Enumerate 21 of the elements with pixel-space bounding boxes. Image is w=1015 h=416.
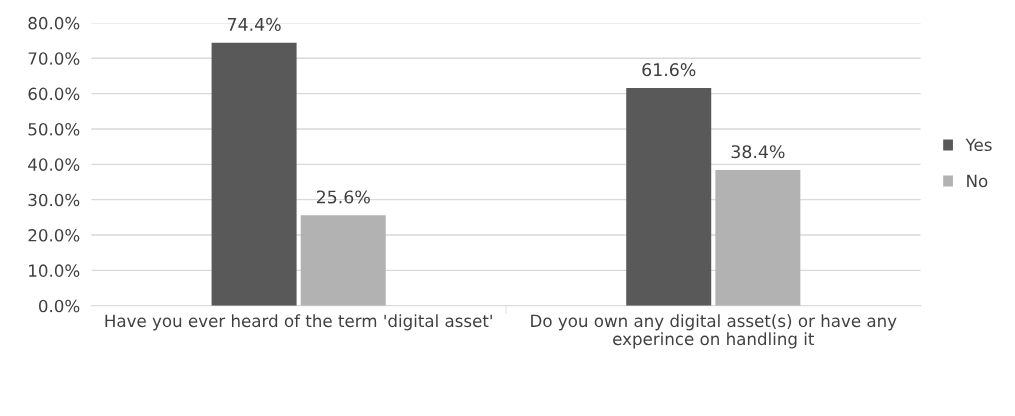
y-tick-label: 40.0% bbox=[28, 158, 80, 171]
legend-label: No bbox=[967, 174, 988, 188]
y-tick-label: 80.0% bbox=[28, 16, 80, 30]
y-tick-label: 10.0% bbox=[29, 264, 80, 277]
y-tick-label: 30.0% bbox=[28, 193, 80, 207]
data-label: 74.4% bbox=[227, 17, 281, 31]
y-tick-label: 70.0% bbox=[28, 52, 80, 65]
bar bbox=[300, 215, 386, 306]
data-label: 61.6% bbox=[642, 63, 696, 77]
x-tick-label: Have you ever heard of the term 'digital asset' bbox=[105, 314, 492, 331]
data-label: 38.4% bbox=[731, 145, 785, 159]
y-tick-label: 0.0% bbox=[39, 299, 80, 313]
bar bbox=[626, 87, 712, 306]
bar bbox=[715, 169, 801, 306]
bar bbox=[211, 42, 297, 306]
data-label: 25.6% bbox=[316, 190, 370, 204]
y-tick-label: 50.0% bbox=[28, 122, 80, 136]
legend-label: Yes bbox=[965, 138, 992, 152]
x-tick-label: Do you own any digital asset(s) or have any experince on handling it bbox=[531, 314, 897, 349]
y-tick-label: 60.0% bbox=[28, 87, 80, 101]
y-tick-label: 20.0% bbox=[28, 229, 80, 242]
